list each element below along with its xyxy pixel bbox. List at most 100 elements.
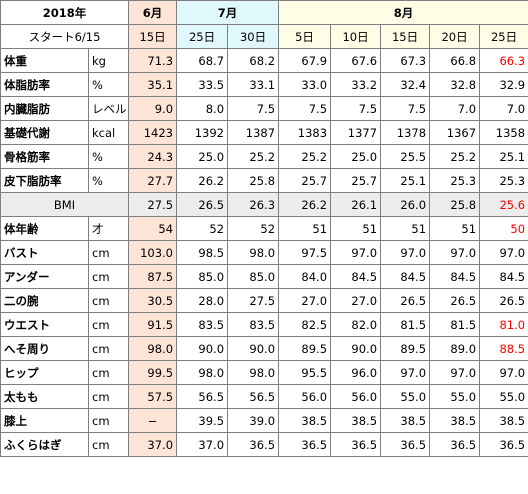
value-cell[interactable]: 84.5 [380, 264, 431, 289]
value-cell[interactable]: 89.5 [380, 336, 431, 361]
date-header-cell[interactable]: 25日 [176, 24, 229, 49]
value-cell[interactable]: 81.5 [429, 312, 481, 337]
metric-unit[interactable]: % [87, 168, 130, 193]
value-cell[interactable]: 56.0 [330, 384, 382, 409]
value-cell[interactable]: 55.0 [479, 384, 528, 409]
value-cell[interactable]: 103.0 [128, 240, 178, 265]
metric-unit[interactable]: % [87, 144, 130, 169]
value-cell[interactable]: 25.2 [429, 144, 481, 169]
metric-label[interactable]: バスト [0, 240, 89, 265]
value-cell[interactable]: 24.3 [128, 144, 178, 169]
month-header-cell[interactable]: 7月 [176, 0, 280, 25]
value-cell[interactable]: 51 [380, 216, 431, 241]
year-cell[interactable]: 2018年 [0, 0, 130, 25]
value-cell[interactable]: 30.5 [128, 288, 178, 313]
value-cell[interactable]: 25.3 [479, 168, 528, 193]
value-cell[interactable]: 97.0 [380, 360, 431, 385]
value-cell[interactable]: 26.5 [479, 288, 528, 313]
date-header-cell[interactable]: 25日 [479, 24, 528, 49]
metric-label[interactable]: 皮下脂肪率 [0, 168, 89, 193]
metric-unit[interactable]: cm [87, 360, 130, 385]
metric-unit[interactable]: cm [87, 408, 130, 433]
value-cell[interactable]: 66.3 [479, 48, 528, 73]
metric-label[interactable]: ウエスト [0, 312, 89, 337]
value-cell[interactable]: 26.1 [330, 192, 382, 217]
value-cell[interactable]: 26.2 [278, 192, 332, 217]
value-cell[interactable]: 39.0 [227, 408, 280, 433]
value-cell[interactable]: 1392 [176, 120, 229, 145]
value-cell[interactable]: 36.5 [429, 432, 481, 457]
value-cell[interactable]: 54 [128, 216, 178, 241]
metric-label[interactable]: アンダー [0, 264, 89, 289]
metric-label[interactable]: 体重 [0, 48, 89, 73]
value-cell[interactable]: 81.5 [380, 312, 431, 337]
value-cell[interactable]: 55.0 [429, 384, 481, 409]
value-cell[interactable]: 1423 [128, 120, 178, 145]
value-cell[interactable]: 25.2 [227, 144, 280, 169]
value-cell[interactable]: 33.1 [227, 72, 280, 97]
value-cell[interactable]: 98.0 [128, 336, 178, 361]
value-cell[interactable]: 95.5 [278, 360, 332, 385]
value-cell[interactable]: 8.0 [176, 96, 229, 121]
value-cell[interactable]: 36.5 [479, 432, 528, 457]
value-cell[interactable]: 56.0 [278, 384, 332, 409]
value-cell[interactable]: 91.5 [128, 312, 178, 337]
metric-label[interactable]: 体年齢 [0, 216, 89, 241]
value-cell[interactable]: 88.5 [479, 336, 528, 361]
value-cell[interactable]: 27.5 [128, 192, 178, 217]
value-cell[interactable]: 7.5 [278, 96, 332, 121]
value-cell[interactable]: 27.0 [330, 288, 382, 313]
metric-unit[interactable]: % [87, 72, 130, 97]
value-cell[interactable]: 26.3 [227, 192, 280, 217]
value-cell[interactable]: 82.5 [278, 312, 332, 337]
value-cell[interactable]: 81.0 [479, 312, 528, 337]
value-cell[interactable]: 9.0 [128, 96, 178, 121]
metric-unit[interactable]: cm [87, 264, 130, 289]
value-cell[interactable]: 98.0 [176, 360, 229, 385]
value-cell[interactable]: 85.0 [176, 264, 229, 289]
value-cell[interactable]: 97.0 [479, 240, 528, 265]
value-cell[interactable]: 25.0 [330, 144, 382, 169]
value-cell[interactable]: 1383 [278, 120, 332, 145]
value-cell[interactable]: 1367 [429, 120, 481, 145]
date-header-cell[interactable]: 5日 [278, 24, 332, 49]
value-cell[interactable]: 84.5 [479, 264, 528, 289]
value-cell[interactable]: 25.8 [429, 192, 481, 217]
value-cell[interactable]: 99.5 [128, 360, 178, 385]
value-cell[interactable]: 38.5 [380, 408, 431, 433]
metric-label[interactable]: 骨格筋率 [0, 144, 89, 169]
date-header-cell[interactable]: 30日 [227, 24, 280, 49]
value-cell[interactable]: 25.1 [380, 168, 431, 193]
value-cell[interactable]: 36.5 [278, 432, 332, 457]
value-cell[interactable]: 36.5 [380, 432, 431, 457]
value-cell[interactable]: 32.4 [380, 72, 431, 97]
value-cell[interactable]: 26.5 [380, 288, 431, 313]
metric-label[interactable]: 二の腕 [0, 288, 89, 313]
value-cell[interactable]: 89.0 [429, 336, 481, 361]
date-header-cell[interactable]: 15日 [128, 24, 178, 49]
value-cell[interactable]: 37.0 [176, 432, 229, 457]
value-cell[interactable]: 57.5 [128, 384, 178, 409]
value-cell[interactable]: 67.9 [278, 48, 332, 73]
metric-unit[interactable]: cm [87, 312, 130, 337]
value-cell[interactable]: 38.5 [479, 408, 528, 433]
metric-unit[interactable]: kcal [87, 120, 130, 145]
value-cell[interactable]: 38.5 [330, 408, 382, 433]
value-cell[interactable]: 52 [176, 216, 229, 241]
value-cell[interactable]: 1358 [479, 120, 528, 145]
value-cell[interactable]: 25.6 [479, 192, 528, 217]
value-cell[interactable]: 25.2 [278, 144, 332, 169]
value-cell[interactable]: 1377 [330, 120, 382, 145]
start-cell[interactable]: スタート6/15 [0, 24, 130, 49]
value-cell[interactable]: 97.0 [479, 360, 528, 385]
metric-unit[interactable]: cm [87, 336, 130, 361]
value-cell[interactable]: 33.0 [278, 72, 332, 97]
value-cell[interactable]: 25.7 [330, 168, 382, 193]
value-cell[interactable]: 33.2 [330, 72, 382, 97]
metric-label[interactable]: 内臓脂肪 [0, 96, 89, 121]
month-header-cell[interactable]: 6月 [128, 0, 178, 25]
value-cell[interactable]: 28.0 [176, 288, 229, 313]
value-cell[interactable]: 56.5 [176, 384, 229, 409]
value-cell[interactable]: 84.5 [330, 264, 382, 289]
value-cell[interactable]: 27.0 [278, 288, 332, 313]
